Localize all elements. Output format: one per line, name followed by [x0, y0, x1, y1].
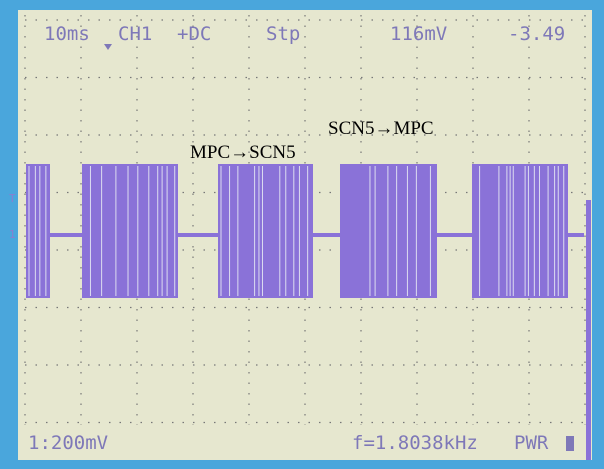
trigger-marker: T	[9, 192, 16, 205]
power: PWR	[514, 432, 549, 454]
reading: -3.49	[508, 23, 565, 45]
burst	[26, 164, 50, 298]
mode: Stp	[266, 23, 300, 45]
frequency: f=1.8038kHz	[352, 432, 478, 454]
oscilloscope-screen: 10ms CH1 +DC Stp 116mV -3.49 T 1 MPC→SCN…	[0, 0, 604, 469]
scale: 1:200mV	[28, 432, 108, 454]
voltage: 116mV	[390, 23, 447, 45]
power-indicator	[566, 436, 574, 451]
burst	[340, 164, 437, 298]
waveform	[26, 164, 584, 298]
burst	[218, 164, 313, 298]
annotation: MPC→SCN5	[190, 142, 296, 163]
coupling: +DC	[177, 23, 211, 45]
annotation: SCN5→MPC	[328, 118, 434, 139]
burst	[472, 164, 568, 298]
channel: CH1	[118, 23, 152, 45]
burst	[82, 164, 178, 298]
side-bar	[586, 200, 591, 460]
timebase: 10ms	[44, 23, 90, 45]
channel-marker: 1	[9, 228, 16, 241]
